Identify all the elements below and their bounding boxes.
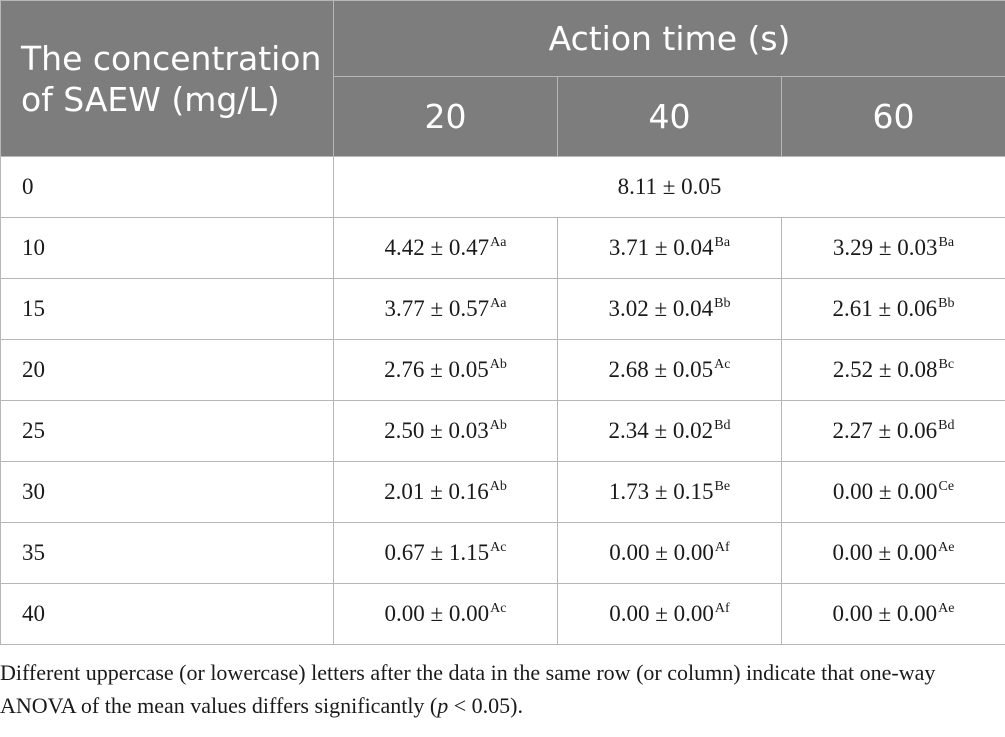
footnote-threshold: < 0.05). <box>448 693 523 718</box>
table-row: 10 4.42 ± 0.47Aa 3.71 ± 0.04Ba 3.29 ± 0.03B… <box>0 217 1005 279</box>
footnote-p-symbol: p <box>437 693 449 718</box>
significance-letters: Af <box>714 540 730 555</box>
significance-letters: Bb <box>938 296 955 311</box>
time-column-header-20: 20 <box>333 76 558 157</box>
value-cell: 2.68 ± 0.05Ac <box>557 339 782 401</box>
mean-sd-value: 2.52 ± 0.08 <box>832 357 938 382</box>
value-cell: 3.02 ± 0.04Bb <box>557 278 782 340</box>
table-row: 30 2.01 ± 0.16Ab 1.73 ± 0.15Be 0.00 ± 0.00C… <box>0 461 1005 523</box>
value-cell: 2.34 ± 0.02Bd <box>557 400 782 462</box>
footnote-text: Different uppercase (or lowercase) lette… <box>0 660 936 718</box>
significance-letters: Bd <box>938 418 955 433</box>
mean-sd-value: 4.42 ± 0.47 <box>384 235 490 260</box>
table-footnote: Different uppercase (or lowercase) lette… <box>0 656 1005 722</box>
table-row: 25 2.50 ± 0.03Ab 2.34 ± 0.02Bd 2.27 ± 0.06B… <box>0 400 1005 462</box>
significance-letters: Ae <box>938 601 955 616</box>
significance-letters: Ab <box>489 418 507 433</box>
value-cell: 0.00 ± 0.00Ae <box>780 522 1005 584</box>
value-cell: 1.73 ± 0.15Be <box>557 461 782 523</box>
significance-letters: Bc <box>938 357 955 372</box>
value-cell: 0.67 ± 1.15Ac <box>333 522 558 584</box>
significance-letters: Ac <box>490 601 507 616</box>
mean-sd-value: 2.68 ± 0.05 <box>608 357 714 382</box>
mean-sd-value: 2.76 ± 0.05 <box>384 357 489 382</box>
concentration-column-header: The concentration of SAEW (mg/L) <box>0 0 334 157</box>
significance-letters: Aa <box>490 296 507 311</box>
value-cell: 4.42 ± 0.47Aa <box>333 217 558 279</box>
significance-letters: Be <box>714 479 731 494</box>
value-cell: 0.00 ± 0.00Ce <box>780 461 1005 523</box>
mean-sd-value: 0.00 ± 0.00 <box>609 540 714 565</box>
mean-sd-value: 2.50 ± 0.03 <box>384 418 489 443</box>
significance-letters: Ba <box>714 235 731 250</box>
mean-sd-value: 0.00 ± 0.00 <box>832 540 938 565</box>
significance-letters: Ab <box>489 479 507 494</box>
value-cell: 0.00 ± 0.00Af <box>557 583 782 645</box>
value-cell: 3.77 ± 0.57Aa <box>333 278 558 340</box>
concentration-cell: 30 <box>0 461 334 523</box>
action-time-header: Action time (s) <box>332 0 1005 77</box>
significance-letters: Ae <box>938 540 955 555</box>
significance-letters: Ab <box>489 357 507 372</box>
value-cell: 2.01 ± 0.16Ab <box>333 461 558 523</box>
concentration-cell: 15 <box>0 278 334 340</box>
concentration-cell: 10 <box>0 217 334 279</box>
table-row: 0 8.11 ± 0.05 <box>0 156 1005 218</box>
mean-sd-value: 3.77 ± 0.57 <box>384 296 490 321</box>
time-column-header-60: 60 <box>780 76 1005 157</box>
value-cell: 0.00 ± 0.00Af <box>557 522 782 584</box>
value-cell: 2.50 ± 0.03Ab <box>333 400 558 462</box>
value-cell: 3.29 ± 0.03Ba <box>780 217 1005 279</box>
control-value-cell: 8.11 ± 0.05 <box>332 156 1005 218</box>
value-cell: 2.27 ± 0.06Bd <box>780 400 1005 462</box>
mean-sd-value: 2.27 ± 0.06 <box>832 418 938 443</box>
concentration-cell: 20 <box>0 339 334 401</box>
significance-letters: Ac <box>490 540 507 555</box>
significance-letters: Bd <box>714 418 731 433</box>
mean-sd-value: 3.71 ± 0.04 <box>608 235 714 260</box>
value-cell: 3.71 ± 0.04Ba <box>557 217 782 279</box>
table-row: 35 0.67 ± 1.15Ac 0.00 ± 0.00Af 0.00 ± 0.00A… <box>0 522 1005 584</box>
significance-letters: Ce <box>938 479 955 494</box>
table-row: 15 3.77 ± 0.57Aa 3.02 ± 0.04Bb 2.61 ± 0.06B… <box>0 278 1005 340</box>
mean-sd-value: 2.34 ± 0.02 <box>608 418 714 443</box>
time-column-header-40: 40 <box>557 76 782 157</box>
table-header: The concentration of SAEW (mg/L) Action … <box>0 0 1005 157</box>
concentration-cell: 25 <box>0 400 334 462</box>
mean-sd-value: 1.73 ± 0.15 <box>608 479 714 504</box>
mean-sd-value: 2.01 ± 0.16 <box>384 479 489 504</box>
value-cell: 0.00 ± 0.00Ae <box>780 583 1005 645</box>
mean-sd-value: 0.00 ± 0.00 <box>832 479 938 504</box>
results-table: The concentration of SAEW (mg/L) Action … <box>0 0 1005 645</box>
concentration-cell: 40 <box>0 583 334 645</box>
value-cell: 0.00 ± 0.00Ac <box>333 583 558 645</box>
mean-sd-value: 2.61 ± 0.06 <box>832 296 938 321</box>
mean-sd-value: 3.02 ± 0.04 <box>608 296 714 321</box>
mean-sd-value: 3.29 ± 0.03 <box>832 235 938 260</box>
mean-sd-value: 0.00 ± 0.00 <box>609 601 714 626</box>
value-cell: 2.76 ± 0.05Ab <box>333 339 558 401</box>
significance-letters: Ac <box>714 357 731 372</box>
table-row: 20 2.76 ± 0.05Ab 2.68 ± 0.05Ac 2.52 ± 0.08B… <box>0 339 1005 401</box>
mean-sd-value: 0.00 ± 0.00 <box>832 601 938 626</box>
concentration-cell: 35 <box>0 522 334 584</box>
significance-letters: Ba <box>938 235 955 250</box>
significance-letters: Af <box>714 601 730 616</box>
table-body: 0 8.11 ± 0.05 10 4.42 ± 0.47Aa 3.71 ± 0.04Ba… <box>0 156 1005 645</box>
significance-letters: Aa <box>490 235 507 250</box>
table-row: 40 0.00 ± 0.00Ac 0.00 ± 0.00Af 0.00 ± 0.00A… <box>0 583 1005 645</box>
mean-sd-value: 0.67 ± 1.15 <box>384 540 490 565</box>
mean-sd-value: 0.00 ± 0.00 <box>384 601 490 626</box>
value-cell: 2.61 ± 0.06Bb <box>780 278 1005 340</box>
value-cell: 2.52 ± 0.08Bc <box>780 339 1005 401</box>
significance-letters: Bb <box>714 296 731 311</box>
concentration-cell: 0 <box>0 156 334 218</box>
